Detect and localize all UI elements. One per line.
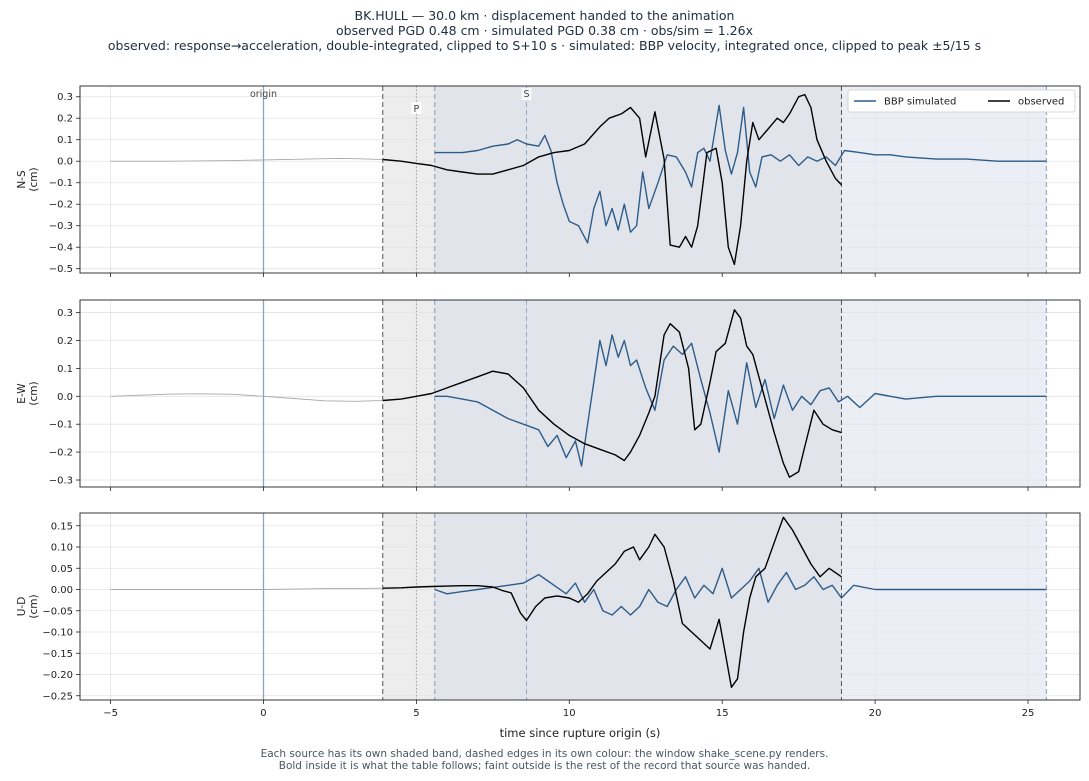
x-tick-label: 20 xyxy=(869,708,882,719)
y-axis-unit: (cm) xyxy=(28,167,40,191)
y-axis-label: E-W xyxy=(16,383,28,404)
y-tick-label: −0.15 xyxy=(42,649,73,660)
y-tick-label: 0.00 xyxy=(51,585,73,596)
y-tick-label: −0.1 xyxy=(49,420,73,431)
y-tick-label: 0.3 xyxy=(57,308,73,319)
y-axis-unit: (cm) xyxy=(28,594,40,618)
footer-note-2: Bold inside it is what the table follows… xyxy=(278,760,811,772)
y-tick-label: −0.3 xyxy=(49,476,73,487)
simulated-window-band xyxy=(434,86,1047,273)
y-tick-label: 0.10 xyxy=(51,543,73,554)
observed-window-band xyxy=(382,513,842,700)
figure-subtitle-processing: observed: response→acceleration, double-… xyxy=(107,38,982,53)
observed-faint-series xyxy=(110,157,383,162)
x-tick-label: 15 xyxy=(716,708,729,719)
y-tick-label: −0.3 xyxy=(49,221,73,232)
y-axis-label: U-D xyxy=(16,597,28,617)
origin-label: origin xyxy=(250,89,277,100)
y-tick-label: 0.0 xyxy=(57,157,73,168)
simulated-series xyxy=(434,334,1047,467)
y-tick-label: 0.2 xyxy=(57,336,73,347)
y-tick-label: −0.10 xyxy=(42,628,73,639)
figure-subtitle-pgd: observed PGD 0.48 cm · simulated PGD 0.3… xyxy=(336,23,753,38)
observed-faint-series xyxy=(110,393,383,402)
y-tick-label: −0.05 xyxy=(42,606,73,617)
y-axis-unit: (cm) xyxy=(28,381,40,405)
panel-ns: −0.5 −0.4 −0.3 −0.2 −0.1 0.0 0.1 0.2 0.3 N-S (cm) o… xyxy=(16,85,1081,277)
y-tick-label: −0.2 xyxy=(49,200,73,211)
y-tick-label: −0.2 xyxy=(49,448,73,459)
x-tick-label: 10 xyxy=(563,708,576,719)
y-tick-label: −0.1 xyxy=(49,178,73,189)
observed-faint-series xyxy=(110,587,383,590)
axes-frame xyxy=(79,85,1081,274)
y-tick-label: 0.3 xyxy=(57,92,73,103)
axes-frame xyxy=(79,512,1081,701)
figure-title: BK.HULL — 30.0 km · displacement handed … xyxy=(354,8,735,23)
p-arrival-label: P xyxy=(414,104,420,115)
p-label-bg xyxy=(411,102,422,114)
y-tick-label: 0.05 xyxy=(51,564,73,575)
y-tick-label: −0.5 xyxy=(49,264,73,275)
observed-series xyxy=(382,516,842,688)
panel-ew: −0.3 −0.2 −0.1 0.0 0.1 0.2 0.3 E-W (cm) xyxy=(16,299,1081,491)
x-tick-label: 25 xyxy=(1022,708,1035,719)
x-tick-label: 0 xyxy=(260,708,266,719)
axes-frame xyxy=(79,299,1081,488)
y-tick-label: −0.4 xyxy=(49,243,73,254)
x-axis-label: time since rupture origin (s) xyxy=(500,726,661,740)
y-tick-label: −0.25 xyxy=(42,691,73,702)
y-axis-label: N-S xyxy=(16,170,28,189)
s-label-bg xyxy=(521,88,532,100)
legend: BBP simulated observed xyxy=(847,89,1076,113)
observed-series xyxy=(382,309,842,478)
footer-note-1: Each source has its own shaded band, das… xyxy=(260,748,829,760)
legend-observed-label: observed xyxy=(1018,97,1064,108)
legend-simulated-label: BBP simulated xyxy=(884,97,956,108)
s-arrival-label: S xyxy=(523,89,529,100)
panel-ud: −0.25 −0.20 −0.15 −0.10 −0.05 0.00 0.05 0.10 0.1… xyxy=(16,512,1081,719)
simulated-series xyxy=(434,567,1047,616)
observed-window-band xyxy=(382,300,842,487)
y-tick-label: 0.1 xyxy=(57,364,73,375)
x-tick-label: −5 xyxy=(103,708,118,719)
x-tick-label: 5 xyxy=(413,708,419,719)
y-tick-label: −0.20 xyxy=(42,670,73,681)
y-tick-label: 0.15 xyxy=(51,521,73,532)
y-tick-label: 0.1 xyxy=(57,135,73,146)
y-tick-label: 0.2 xyxy=(57,114,73,125)
observed-series xyxy=(382,93,843,266)
simulated-window-band xyxy=(434,300,1047,487)
legend-box xyxy=(847,89,1076,113)
simulated-series xyxy=(434,104,1047,244)
y-tick-label: 0.0 xyxy=(57,392,73,403)
